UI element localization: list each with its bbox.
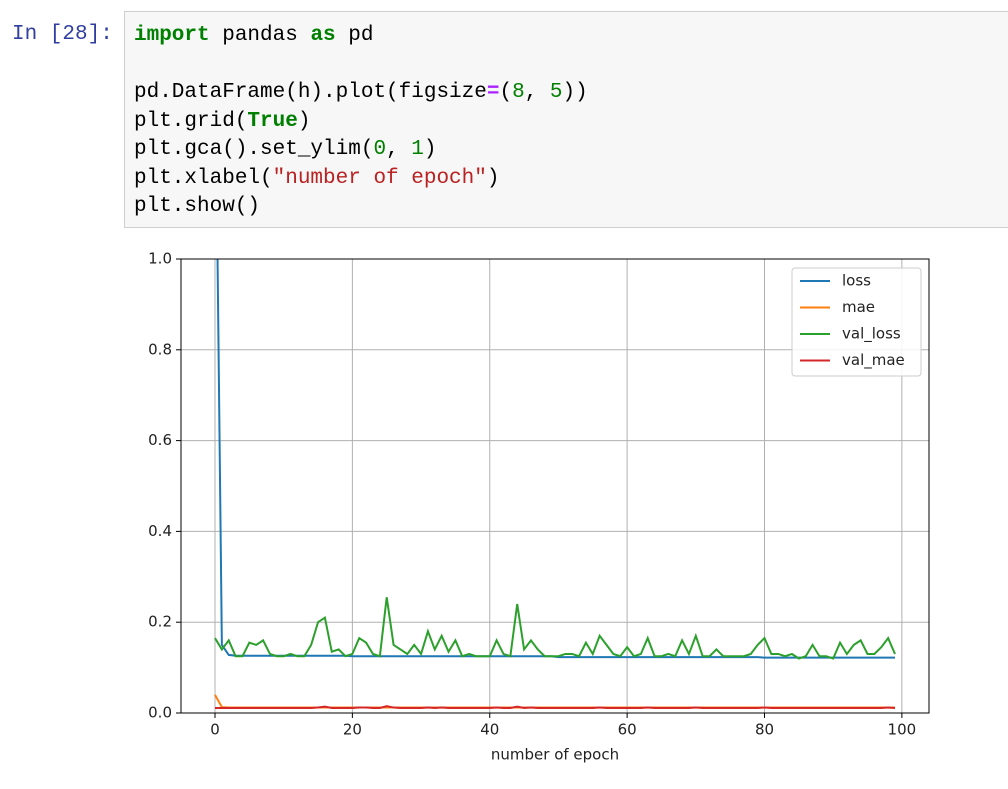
code-token: plt.grid( bbox=[134, 109, 248, 133]
code-token: , bbox=[524, 81, 550, 104]
code-token: = bbox=[486, 81, 500, 104]
x-tick-label: 60 bbox=[618, 721, 637, 739]
code-line: plt.show() bbox=[134, 193, 588, 222]
code-token: ) bbox=[423, 138, 437, 161]
x-tick-label: 0 bbox=[210, 721, 220, 739]
axes-frame bbox=[180, 258, 930, 714]
x-tick-label: 40 bbox=[480, 721, 499, 739]
code-token: , bbox=[386, 138, 412, 161]
code-token: )) bbox=[562, 81, 588, 104]
legend-label: val_mae bbox=[842, 351, 905, 370]
code-token: ( bbox=[499, 81, 513, 104]
x-tick-label: 80 bbox=[755, 721, 774, 739]
code-token: "number of epoch" bbox=[272, 166, 487, 190]
code-token: pd.DataFrame(h).plot(figsize bbox=[134, 81, 487, 104]
y-tick-label: 0.2 bbox=[148, 613, 172, 631]
code: import pandas as pd pd.DataFrame(h).plot(… bbox=[134, 22, 588, 222]
code-line: import pandas as pd bbox=[134, 22, 588, 51]
code-token: ) bbox=[297, 109, 311, 133]
code-line: plt.gca().set_ylim(0, 1) bbox=[134, 136, 588, 165]
code-cell[interactable]: import pandas as pd pd.DataFrame(h).plot(… bbox=[124, 11, 1008, 228]
code-line: plt.xlabel("number of epoch") bbox=[134, 165, 588, 194]
plot-area bbox=[214, 259, 896, 710]
series-line bbox=[214, 694, 895, 709]
code-token: ) bbox=[486, 166, 500, 190]
code-token: 8 bbox=[512, 81, 525, 104]
code-line: plt.grid(True) bbox=[134, 108, 588, 137]
legend-box bbox=[791, 267, 922, 377]
cell-prompt: In [28]: bbox=[12, 23, 113, 46]
y-tick-label: 0.8 bbox=[148, 340, 172, 358]
legend-label: val_loss bbox=[842, 325, 901, 344]
code-line: pd.DataFrame(h).plot(figsize=(8, 5)) bbox=[134, 79, 588, 108]
code-token: plt.gca().set_ylim( bbox=[134, 138, 374, 161]
x-axis-label: number of epoch bbox=[491, 746, 619, 764]
series-line bbox=[215, 705, 896, 710]
code-token: 5 bbox=[549, 81, 563, 104]
code-token: pandas bbox=[209, 24, 311, 47]
y-tick-label: 0.0 bbox=[148, 704, 172, 722]
x-tick-label: 20 bbox=[343, 721, 362, 739]
code-token: plt.xlabel( bbox=[134, 166, 273, 190]
x-tick-label: 100 bbox=[888, 721, 917, 739]
code-token: pd bbox=[335, 24, 374, 47]
legend-label: mae bbox=[842, 298, 875, 316]
y-tick-label: 0.4 bbox=[148, 522, 172, 540]
legend-label: loss bbox=[842, 272, 871, 290]
y-tick-label: 0.6 bbox=[148, 431, 172, 449]
code-token: 1 bbox=[411, 138, 424, 161]
code-token: as bbox=[310, 24, 336, 47]
code-token: plt.show() bbox=[134, 195, 261, 218]
y-tick-label: 1.0 bbox=[148, 250, 172, 268]
code-token: 0 bbox=[373, 138, 387, 161]
series-line bbox=[214, 597, 896, 660]
code-token: True bbox=[247, 109, 298, 133]
code-token: import bbox=[134, 24, 210, 47]
